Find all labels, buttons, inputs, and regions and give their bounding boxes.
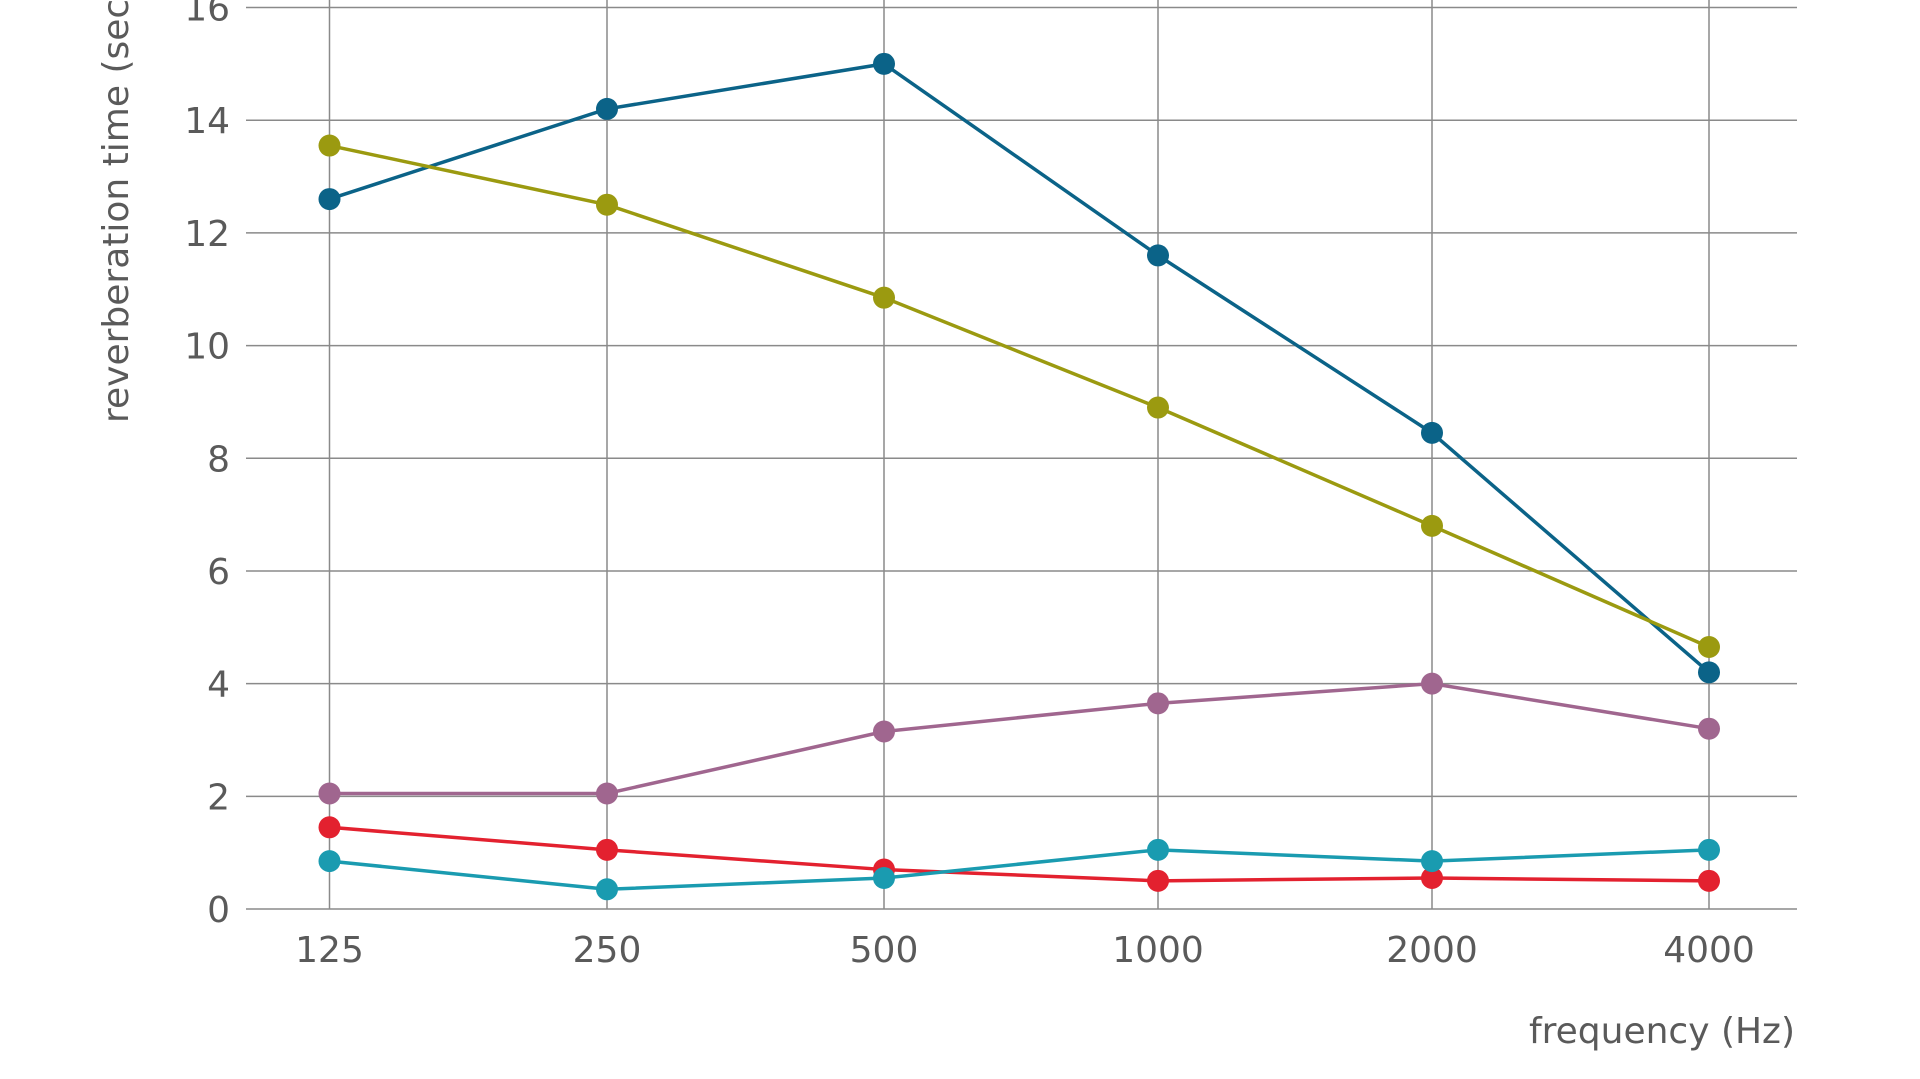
data-point xyxy=(318,816,341,839)
y-tick-label: 10 xyxy=(184,327,230,368)
x-tick-label: 4000 xyxy=(1663,930,1755,971)
x-tick-label: 2000 xyxy=(1386,930,1478,971)
data-point xyxy=(318,134,341,157)
series-line xyxy=(329,681,1710,796)
data-point xyxy=(1147,838,1169,861)
data-point xyxy=(873,52,895,75)
data-point xyxy=(1698,838,1720,861)
data-point xyxy=(1147,869,1169,892)
data-point xyxy=(873,286,895,309)
data-point xyxy=(596,97,618,120)
x-tick-label: 500 xyxy=(850,930,919,971)
data-point xyxy=(873,867,895,890)
data-point xyxy=(596,838,618,861)
y-tick-label: 8 xyxy=(207,439,230,480)
data-point xyxy=(1698,717,1720,740)
y-tick-label: 12 xyxy=(184,214,230,255)
data-point xyxy=(1421,421,1443,444)
data-point xyxy=(596,193,618,216)
data-point xyxy=(1147,244,1169,267)
series-line xyxy=(328,62,1711,674)
x-axis-label: frequency (Hz) xyxy=(1529,1011,1795,1052)
data-point xyxy=(873,720,895,743)
data-point xyxy=(1698,869,1720,892)
data-point xyxy=(1421,514,1443,537)
y-axis-label: reverberation time (sec. xyxy=(96,0,137,423)
y-tick-label: 0 xyxy=(207,890,230,931)
data-point xyxy=(1421,850,1443,873)
x-tick-label: 250 xyxy=(573,930,642,971)
data-point xyxy=(1698,661,1720,684)
series-line xyxy=(329,848,1710,892)
data-point xyxy=(1421,672,1443,695)
data-point xyxy=(318,188,341,211)
x-tick-label: 125 xyxy=(295,930,364,971)
y-tick-label: 4 xyxy=(207,665,230,706)
series-line xyxy=(329,825,1710,883)
data-point xyxy=(1698,636,1720,659)
data-point xyxy=(596,782,618,805)
y-tick-label: 14 xyxy=(184,101,230,142)
y-tick-label: 2 xyxy=(207,777,230,818)
series-line xyxy=(329,143,1710,649)
data-point xyxy=(318,850,341,873)
data-point xyxy=(1147,396,1169,419)
data-point xyxy=(1147,692,1169,715)
y-tick-label: 16 xyxy=(184,0,230,30)
y-tick-label: 6 xyxy=(207,552,230,593)
x-tick-label: 1000 xyxy=(1112,930,1204,971)
data-point xyxy=(596,878,618,901)
data-point xyxy=(1421,867,1443,890)
data-point xyxy=(318,782,341,805)
